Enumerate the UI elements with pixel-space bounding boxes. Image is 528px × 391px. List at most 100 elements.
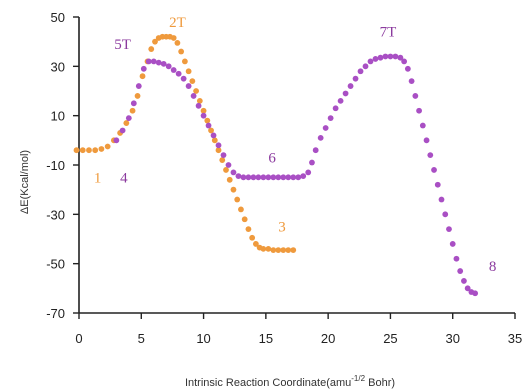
data-point xyxy=(275,174,282,181)
data-point xyxy=(377,54,384,61)
data-point xyxy=(240,174,247,181)
data-point xyxy=(382,53,389,60)
data-point xyxy=(453,255,460,262)
data-point xyxy=(215,142,222,149)
data-point xyxy=(185,68,192,75)
data-point xyxy=(372,56,379,62)
data-point xyxy=(219,157,226,163)
data-point xyxy=(337,97,344,104)
data-point xyxy=(446,226,452,233)
data-point xyxy=(215,147,222,154)
data-point xyxy=(86,147,92,154)
data-point xyxy=(223,167,229,173)
data-point xyxy=(150,58,157,65)
data-point xyxy=(155,59,162,66)
data-point xyxy=(357,68,364,75)
data-point xyxy=(79,147,86,154)
data-point xyxy=(404,65,411,72)
data-point xyxy=(181,58,188,65)
data-point xyxy=(211,137,218,144)
data-point xyxy=(123,120,130,126)
x-axis-title-end: Bohr) xyxy=(365,377,395,389)
data-point xyxy=(234,196,241,203)
data-point xyxy=(290,174,297,181)
data-point xyxy=(416,107,422,114)
data-point xyxy=(255,174,262,181)
data-point xyxy=(280,174,287,181)
data-point xyxy=(130,100,137,107)
data-point xyxy=(412,93,419,99)
data-point xyxy=(367,58,374,65)
data-point xyxy=(322,125,329,131)
data-point xyxy=(347,83,354,89)
annotation-label: 2T xyxy=(169,15,186,31)
data-point xyxy=(129,107,136,114)
data-point xyxy=(238,206,244,213)
data-point xyxy=(178,48,185,55)
data-point xyxy=(309,159,315,166)
annotation-label: 1 xyxy=(94,170,102,186)
data-point xyxy=(285,247,292,254)
data-point xyxy=(205,122,212,129)
data-point xyxy=(472,290,479,297)
annotation-label: 8 xyxy=(489,259,497,275)
data-point xyxy=(190,93,197,99)
data-point xyxy=(139,73,146,80)
annotation-label: 6 xyxy=(268,151,276,167)
data-point xyxy=(423,137,430,144)
data-point xyxy=(73,147,80,154)
annotation-label: 3 xyxy=(278,220,286,236)
data-point xyxy=(135,83,142,89)
series-layer xyxy=(73,33,479,297)
data-point xyxy=(170,35,177,41)
series-1 xyxy=(73,33,297,254)
data-point xyxy=(230,169,237,176)
data-point xyxy=(438,196,445,203)
data-point xyxy=(295,174,302,181)
data-point xyxy=(275,247,282,254)
x-tick-label: 0 xyxy=(75,331,82,346)
data-point xyxy=(270,174,277,181)
data-point xyxy=(195,102,202,109)
data-point xyxy=(200,112,207,119)
data-point xyxy=(449,241,456,247)
x-ticks: 0 5 10 15 20 25 30 35 xyxy=(75,313,522,346)
data-point xyxy=(230,186,237,193)
data-point xyxy=(290,247,297,254)
x-axis-title: Intrinsic Reaction Coordinate(amu-1/2 Bo… xyxy=(185,374,395,389)
data-point xyxy=(104,143,111,150)
data-point xyxy=(174,40,181,46)
data-point xyxy=(160,60,167,67)
data-point xyxy=(245,174,252,181)
data-point xyxy=(152,38,158,45)
y-tick-label: 30 xyxy=(51,59,65,74)
data-point xyxy=(241,216,248,223)
x-axis-title-sup: -1/2 xyxy=(351,374,365,383)
data-point xyxy=(92,147,99,154)
data-point xyxy=(457,268,464,274)
data-point xyxy=(134,93,141,99)
data-point xyxy=(434,181,441,188)
data-point xyxy=(260,245,267,252)
annotation-label: 5T xyxy=(114,37,131,53)
x-tick-label: 15 xyxy=(259,331,273,346)
data-point xyxy=(265,245,272,252)
data-point xyxy=(280,247,287,254)
x-tick-label: 25 xyxy=(383,331,397,346)
data-point xyxy=(180,75,187,82)
annotation-label: 7T xyxy=(380,25,397,41)
data-point xyxy=(165,63,172,70)
data-point xyxy=(119,127,126,134)
data-point xyxy=(208,127,214,134)
y-tick-label: -10 xyxy=(46,158,65,173)
data-point xyxy=(252,241,259,247)
data-point xyxy=(305,169,312,176)
y-tick-label: 10 xyxy=(51,109,65,124)
data-point xyxy=(332,105,339,112)
x-tick-label: 30 xyxy=(445,331,459,346)
x-tick-label: 10 xyxy=(196,331,210,346)
data-point xyxy=(226,176,233,183)
data-point xyxy=(250,174,257,181)
data-point xyxy=(145,58,152,65)
x-tick-label: 5 xyxy=(138,331,145,346)
